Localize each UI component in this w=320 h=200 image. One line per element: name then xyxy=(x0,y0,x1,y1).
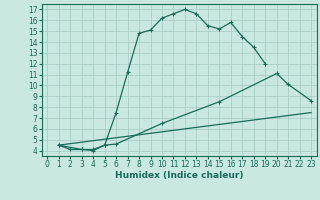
X-axis label: Humidex (Indice chaleur): Humidex (Indice chaleur) xyxy=(115,171,244,180)
